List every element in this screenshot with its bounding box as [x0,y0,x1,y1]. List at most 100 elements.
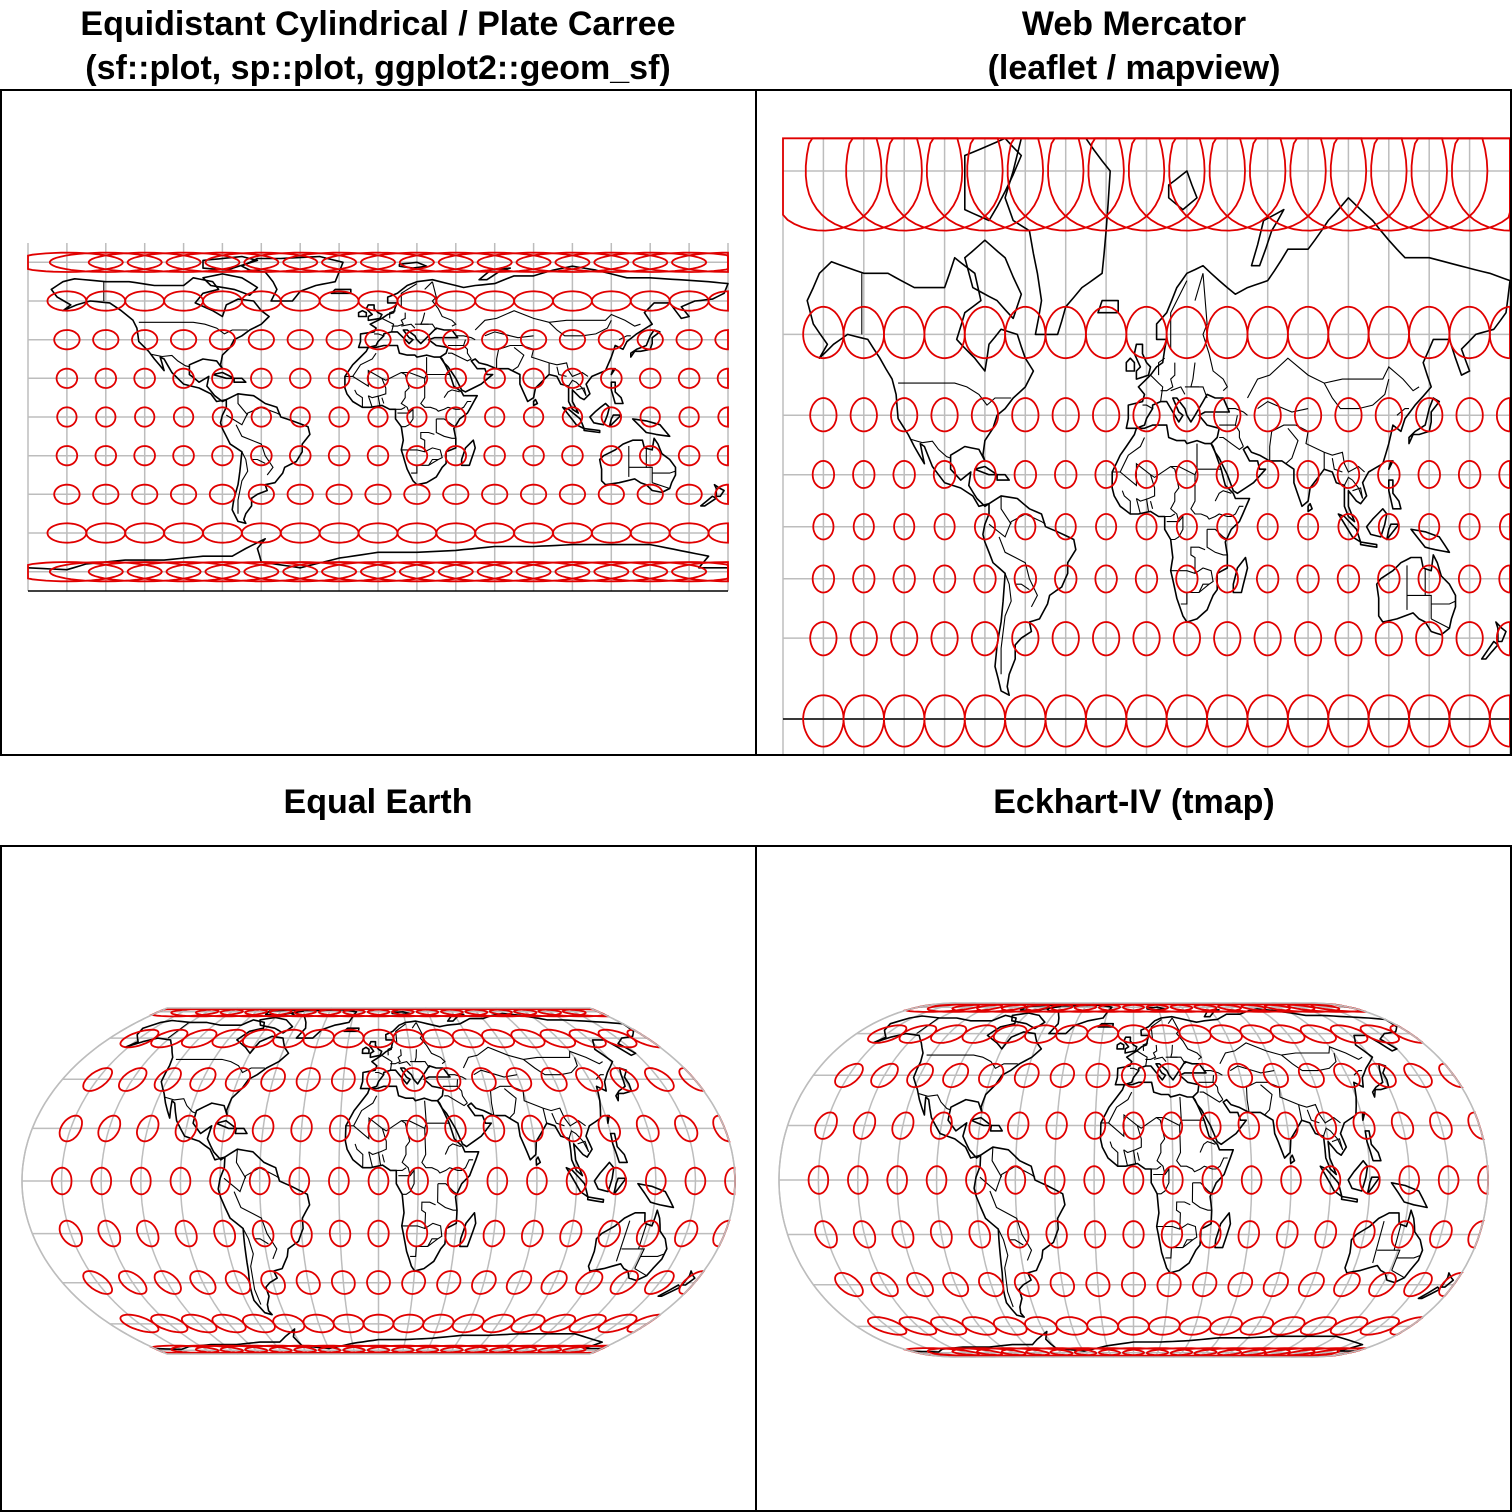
country-border [1136,1152,1140,1161]
tissot-circle [668,290,710,312]
country-border [377,395,381,406]
tissot-circle [1215,459,1239,489]
tissot-circle [170,483,198,505]
landmass-philippines [1364,1130,1382,1162]
country-border [1142,1042,1149,1051]
tissot-circle [716,445,729,467]
country-border [1170,1044,1186,1065]
tissot-circle [396,522,438,544]
tissot-circle [890,621,919,657]
country-border [1266,1081,1341,1124]
tissot-indicatrices [27,251,729,583]
country-border [420,378,472,412]
tissot-circle [126,251,241,273]
tissot-circle [923,305,966,360]
tissot-circle [1004,305,1047,360]
country-border [1391,1269,1405,1279]
landmass-south-america [982,495,1077,696]
tissot-circle [289,406,311,428]
tissot-circle [243,251,358,273]
tissot-circle [1498,459,1510,489]
landmass-java [586,1196,605,1203]
landmass-iceland [343,1027,360,1033]
tissot-circle [632,561,729,583]
tissot-circle [1417,459,1441,489]
tissot-circle [1458,513,1481,541]
tissot-circle [513,290,554,312]
tissot-circle [124,522,166,544]
tissot-circle [46,290,88,312]
tissot-circle [674,1114,699,1143]
tissot-circle [135,1219,160,1248]
tissot-circle [513,522,554,544]
landmass-eurasia [1125,197,1510,523]
landmass-philippines [1388,479,1402,510]
tissot-circle [930,1316,968,1336]
tissot-circle [401,1270,427,1295]
tissot-circle [476,251,591,273]
projection-outline [778,1002,1489,1358]
graticule [778,1002,1489,1358]
tissot-circle [1175,459,1199,489]
country-border [345,1095,378,1127]
tissot-circle [1294,621,1323,657]
tissot-circle [1437,1165,1460,1195]
country-border [368,1151,374,1168]
tissot-circle [609,1067,640,1092]
tissot-circle [552,290,593,312]
landmass-new-guinea [631,418,671,438]
landmass-antarctica [27,538,728,571]
tissot-circle [180,1313,218,1334]
tissot-circle [272,1313,306,1334]
country-border [1199,1091,1224,1103]
tissot-circle [321,561,435,583]
tissot-circle [163,522,204,544]
country-border [1151,1165,1162,1170]
tissot-circle [605,1166,628,1196]
tissot-circle [1287,305,1330,360]
tissot-circle [95,406,117,428]
tissot-circle [367,1166,390,1196]
tissot-circle [802,694,845,748]
country-border [1396,408,1409,416]
country-border [511,346,525,372]
tissot-circle [1239,1316,1275,1336]
country-border [1015,583,1030,591]
tissot-circle [407,1166,429,1196]
landmass-borneo [1365,508,1388,538]
tissot-circle [629,290,671,312]
tissot-circle [811,564,836,594]
tissot-circle [684,1166,707,1196]
tissot-circle [1408,305,1451,360]
tissot-circle [357,522,399,544]
tissot-circle [814,1111,838,1140]
tissot-circle [211,445,234,467]
tissot-circle [1374,397,1403,433]
country-border [989,1190,1033,1261]
tissot-circle [1240,1165,1263,1195]
country-border [1145,1044,1158,1060]
country-border [1343,476,1364,499]
tissot-circle [53,329,81,351]
tissot-circle [1314,1220,1338,1249]
country-border [1219,1042,1363,1065]
tissot-circle [396,290,438,312]
country-border [1257,400,1309,413]
tissot-circle [444,1219,467,1248]
landmass-uk [368,1040,383,1059]
country-border [1119,443,1198,487]
tissot-circle [286,329,314,351]
landmass-new-zealand-n [713,483,725,498]
country-border [1156,1223,1198,1259]
tissot-circle [1448,305,1491,360]
tissot-circle [847,1165,869,1195]
country-border [242,1228,262,1305]
tissot-circle [849,621,878,657]
tissot-circle [1458,564,1482,594]
tissot-circle [1275,1111,1299,1140]
country-border [1198,1075,1215,1083]
tissot-circle [134,406,156,428]
tissot-circle [575,1270,604,1295]
tissot-circle [401,1067,427,1092]
tissot-circle [367,406,389,428]
